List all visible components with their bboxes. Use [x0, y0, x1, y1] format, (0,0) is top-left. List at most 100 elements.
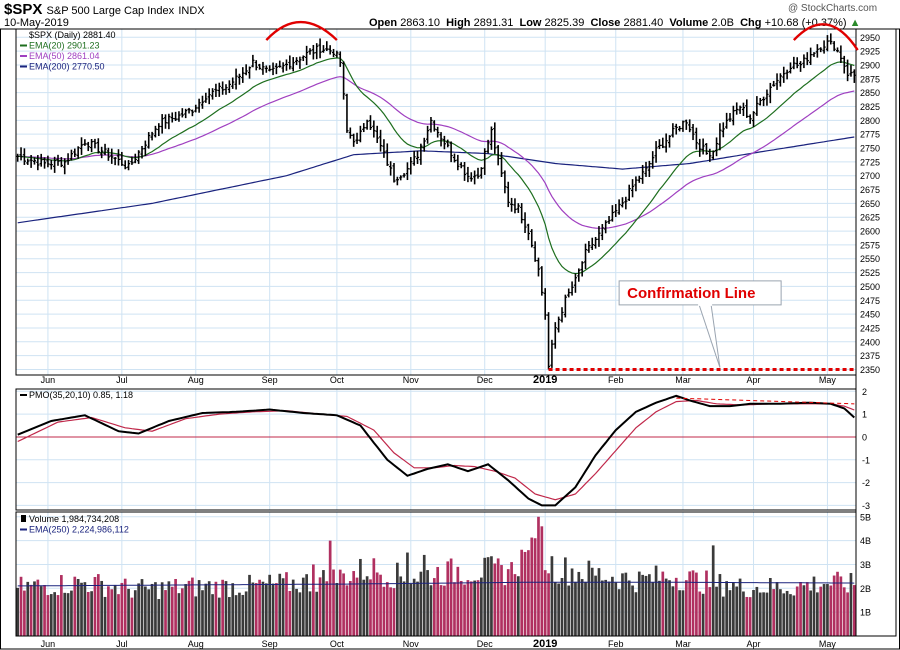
volume-bar [170, 586, 174, 636]
price-bar [368, 115, 373, 130]
price-bar [563, 294, 567, 318]
chg-value: +10.68 (+0.37%) [764, 17, 847, 29]
volume-bar [523, 551, 527, 636]
volume-bar [322, 570, 325, 636]
volume-bar [607, 581, 611, 636]
volume-bar [500, 565, 503, 636]
price-bar [731, 105, 735, 126]
price-bar [247, 66, 252, 79]
volume-bar [332, 569, 335, 636]
price-bar [674, 123, 678, 135]
price-bar [342, 61, 346, 100]
volume-bar [315, 591, 319, 636]
volume-bar [812, 576, 816, 636]
price-bar [762, 96, 766, 107]
price-bar [489, 126, 494, 150]
volume-bar [661, 571, 665, 636]
x-tick-label: Sep [262, 375, 278, 385]
price-bar [268, 65, 272, 72]
legend-entry: $SPX (Daily) 2881.40 [29, 30, 116, 40]
price-bar [29, 155, 33, 168]
price-bar [765, 89, 769, 106]
price-bar [16, 153, 20, 162]
price-bar [113, 157, 117, 166]
price-bar [217, 82, 221, 97]
ema200-line [17, 136, 855, 224]
close-value: 2881.40 [623, 17, 664, 29]
price-bar [600, 224, 604, 241]
price-bar [778, 73, 782, 87]
volume-y-tick-label: 3B [860, 560, 871, 570]
pmo-trendline [676, 397, 855, 405]
price-bar [429, 116, 433, 133]
volume-bar [281, 578, 285, 636]
price-bar [835, 47, 840, 53]
x-tick-label: Apr [747, 375, 761, 385]
price-bar [691, 124, 695, 141]
volume-bar [852, 585, 856, 636]
price-bar [163, 114, 168, 129]
price-bar [587, 241, 591, 253]
volume-bar [832, 575, 836, 636]
price-bar [822, 40, 826, 54]
price-bar [244, 64, 248, 76]
low-value: 2825.39 [544, 17, 585, 29]
price-y-tick-label: 2575 [860, 240, 880, 250]
price-bar [748, 114, 752, 124]
volume-bar [352, 571, 356, 636]
price-bar [412, 150, 416, 166]
volume-bar [46, 595, 50, 636]
price-bar [617, 199, 621, 215]
volume-bar [426, 570, 429, 636]
volume-bar [678, 590, 681, 636]
price-bar [641, 164, 645, 184]
volume-bar [836, 571, 839, 636]
price-bar [184, 108, 188, 119]
volume-bar [130, 597, 134, 636]
price-bar [469, 172, 473, 182]
price-bar [167, 113, 171, 130]
price-bar [543, 288, 547, 320]
price-bar [116, 149, 121, 166]
volume-bar [496, 558, 500, 636]
price-bar [627, 184, 631, 202]
volume-bar [308, 591, 312, 636]
volume-bar [325, 581, 329, 636]
price-y-tick-label: 2850 [860, 88, 880, 98]
x-tick-label: Oct [330, 639, 345, 649]
volume-bar [762, 592, 765, 636]
volume-bar [63, 592, 67, 636]
x-tick-label: Dec [477, 375, 494, 385]
volume-bar [254, 583, 258, 636]
volume-bar [842, 587, 846, 636]
price-bar [782, 66, 786, 83]
price-bar [73, 148, 77, 158]
pmo-y-tick-label: -3 [862, 501, 870, 511]
volume-bar [90, 591, 93, 636]
volume-bar [144, 586, 147, 636]
volume-bar [258, 579, 261, 636]
volume-bar [231, 583, 235, 636]
pmo-y-tick-label: 2 [862, 387, 867, 397]
price-bar [328, 45, 332, 55]
volume-bar [550, 556, 554, 636]
price-bar [130, 156, 134, 165]
price-bar [281, 62, 285, 73]
price-bar [375, 125, 379, 143]
price-bar [688, 119, 692, 133]
price-y-tick-label: 2350 [860, 365, 880, 375]
price-bar [493, 122, 497, 154]
top-arc-left [265, 20, 338, 41]
volume-bar [355, 577, 359, 636]
pmo-panel [16, 394, 856, 507]
volume-bar [244, 591, 248, 636]
price-bar [399, 175, 403, 181]
volume-bar [207, 581, 211, 636]
price-bar [382, 139, 386, 158]
legend-entry: EMA(20) 2901.23 [29, 41, 100, 51]
volume-bar [819, 586, 823, 636]
volume-bar [510, 562, 513, 636]
price-bar [513, 198, 517, 214]
volume-bar [26, 581, 30, 636]
volume-bar [174, 578, 177, 636]
